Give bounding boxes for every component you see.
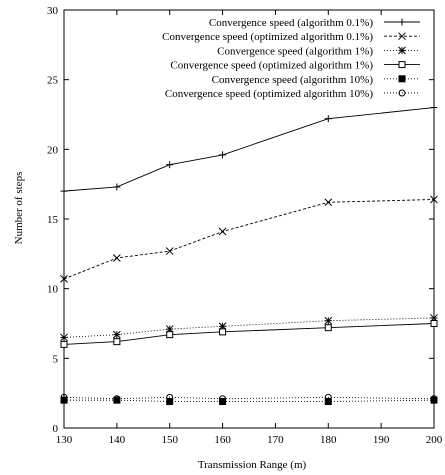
- y-axis-label: Number of steps: [13, 172, 25, 245]
- data-point: [60, 393, 68, 401]
- legend-label: Convergence speed (algorithm 1%): [217, 45, 373, 57]
- data-point: [324, 115, 332, 123]
- legend-label: Convergence speed (optimized algorithm 1…: [170, 60, 373, 72]
- x-tick-label: 170: [267, 434, 284, 446]
- data-point: [165, 247, 174, 255]
- y-tick-label: 10: [47, 284, 59, 296]
- data-point: [166, 161, 174, 169]
- y-tick-label: 20: [47, 144, 59, 156]
- series-line: [63, 199, 435, 280]
- axis-ticks: 130 140 150 160 170 180 190 200 0 5 10 15 20 25 30: [47, 5, 443, 446]
- data-point: [113, 183, 121, 191]
- data-point: [166, 393, 174, 401]
- legend-entry: Convergence speed (optimized algorithm 1…: [165, 88, 420, 100]
- y-tick-label: 15: [47, 214, 59, 226]
- x-tick-label: 130: [56, 434, 73, 446]
- series-5: [60, 396, 438, 406]
- data-point: [430, 395, 438, 403]
- x-tick-label: 200: [426, 434, 443, 446]
- y-tick-label: 25: [47, 75, 59, 87]
- series-3: [60, 314, 438, 342]
- data-point: [60, 275, 68, 283]
- data-point: [113, 395, 121, 403]
- legend-label: Convergence speed (optimized algorithm 0…: [162, 31, 373, 43]
- data-point: [60, 340, 68, 348]
- data-point: [218, 227, 227, 236]
- series-4: [60, 320, 438, 348]
- x-axis-label: Transmission Range (m): [198, 459, 307, 471]
- legend-label: Convergence speed (algorithm 10%): [212, 74, 374, 86]
- y-tick-label: 0: [53, 423, 59, 435]
- data-point: [430, 104, 438, 112]
- x-tick-label: 140: [109, 434, 126, 446]
- legend-entry: Convergence speed (algorithm 0.1%): [209, 17, 420, 29]
- data-point: [113, 338, 121, 346]
- series-1: [60, 104, 438, 195]
- data-point: [113, 254, 121, 262]
- y-tick-label: 5: [53, 353, 59, 365]
- series-2: [60, 195, 438, 283]
- series-line: [63, 323, 435, 345]
- data-point: [60, 333, 68, 342]
- legend-entry: Convergence speed (algorithm 1%): [217, 45, 420, 57]
- data-point: [324, 316, 333, 325]
- y-tick-label: 30: [47, 5, 59, 17]
- legend-label: Convergence speed (optimized algorithm 1…: [165, 88, 373, 100]
- series-line: [63, 107, 435, 192]
- data-point: [324, 393, 332, 401]
- legend-entry: Convergence speed (algorithm 10%): [212, 74, 420, 86]
- plot-frame: [63, 9, 435, 429]
- legend-marker: [398, 61, 406, 69]
- plot-border: [63, 9, 435, 429]
- data-point: [60, 187, 68, 195]
- legend-marker: [398, 46, 406, 55]
- legend-marker: [398, 32, 406, 41]
- data-point: [113, 330, 121, 339]
- series-lines: [60, 104, 438, 406]
- data-point: [324, 198, 333, 207]
- legend-marker: [398, 18, 406, 26]
- data-point: [324, 324, 332, 332]
- legend-entry: Convergence speed (optimized algorithm 1…: [170, 60, 420, 72]
- data-point: [166, 398, 174, 406]
- legend-label: Convergence speed (algorithm 0.1%): [209, 17, 373, 29]
- data-point: [324, 398, 332, 406]
- x-tick-label: 160: [214, 434, 231, 446]
- legend-entry: Convergence speed (optimized algorithm 0…: [162, 31, 420, 43]
- data-point: [166, 331, 174, 339]
- data-point: [219, 328, 227, 336]
- series-line: [64, 399, 435, 402]
- series-line: [63, 396, 435, 400]
- data-point: [219, 151, 227, 159]
- series-line: [63, 317, 435, 338]
- data-point: [430, 320, 438, 327]
- legend-marker: [398, 89, 406, 97]
- legend: Convergence speed (algorithm 0.1%) Conver…: [162, 17, 420, 100]
- series-6: [60, 393, 438, 403]
- x-tick-label: 150: [161, 434, 178, 446]
- x-tick-label: 180: [320, 434, 337, 446]
- data-point: [430, 195, 438, 204]
- x-tick-label: 190: [373, 434, 390, 446]
- data-point: [219, 395, 227, 403]
- legend-marker: [398, 75, 406, 83]
